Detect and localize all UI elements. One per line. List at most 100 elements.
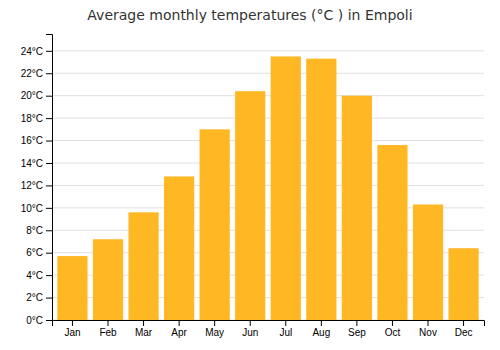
x-tick-label: Aug	[312, 327, 330, 338]
y-axis: 0°C 2°C 4°C 6°C 8°C 10°C 12°C 14°C 16°C 18°C 20°C 2…	[21, 35, 53, 326]
x-tick-label: Dec	[455, 327, 473, 338]
y-tick-label: 10°C	[21, 203, 43, 214]
y-tick: 16°C	[21, 135, 52, 146]
x-tick: Mar	[135, 320, 153, 338]
x-tick-label: May	[205, 327, 224, 338]
y-tick-mark	[46, 51, 52, 52]
y-tick-mark	[46, 118, 52, 119]
y-tick: 18°C	[21, 113, 52, 124]
bar	[164, 176, 194, 320]
x-tick-label: Feb	[99, 327, 117, 338]
y-tick-label: 6°C	[26, 247, 43, 258]
bar	[413, 204, 443, 320]
x-tick-mark	[463, 320, 464, 326]
x-tick-mark	[72, 320, 73, 326]
x-tick: Nov	[419, 320, 437, 338]
y-tick-label: 20°C	[21, 90, 43, 101]
x-tick: Aug	[312, 320, 330, 338]
x-axis-line	[53, 321, 485, 327]
y-tick-label: 18°C	[21, 113, 43, 124]
y-tick-label: 24°C	[21, 46, 43, 57]
x-tick: Oct	[385, 320, 401, 338]
grid-line	[52, 140, 484, 141]
x-tick: Feb	[99, 320, 117, 338]
x-tick-label: Apr	[171, 327, 187, 338]
y-tick: 20°C	[21, 90, 52, 101]
y-tick: 0°C	[26, 315, 52, 326]
y-tick-mark	[46, 298, 52, 299]
x-tick-mark	[285, 320, 286, 326]
y-tick: 8°C	[26, 225, 52, 236]
y-tick-label: 0°C	[26, 315, 43, 326]
x-tick-mark	[108, 320, 109, 326]
x-tick-label: Nov	[419, 327, 437, 338]
grid-line	[52, 118, 484, 119]
x-tick: Dec	[455, 320, 473, 338]
bar	[128, 212, 158, 320]
plot: 0°C 2°C 4°C 6°C 8°C 10°C 12°C 14°C 16°C 18°C 20°C 2…	[21, 35, 485, 339]
bar	[200, 129, 230, 320]
chart: Average monthly temperatures (°C ) in Em…	[0, 0, 500, 350]
x-tick-mark	[214, 320, 215, 326]
y-tick-label: 12°C	[21, 180, 43, 191]
bar	[448, 248, 478, 320]
y-tick-mark	[46, 73, 52, 74]
x-tick-mark	[143, 320, 144, 326]
y-tick: 12°C	[21, 180, 52, 191]
bar	[342, 96, 372, 320]
grid	[52, 51, 484, 320]
y-tick-label: 16°C	[21, 135, 43, 146]
grid-line	[52, 73, 484, 74]
grid-line	[52, 185, 484, 186]
grid-line	[52, 162, 484, 163]
bar	[306, 59, 336, 320]
x-tick: Jul	[279, 320, 292, 338]
bar	[377, 145, 407, 320]
x-tick: May	[205, 320, 224, 338]
y-tick: 2°C	[26, 292, 52, 303]
y-tick-label: 8°C	[26, 225, 43, 236]
y-axis-line	[46, 35, 53, 321]
x-tick: Apr	[171, 320, 187, 338]
x-tick: Jan	[64, 320, 80, 338]
y-tick-label: 22°C	[21, 68, 43, 79]
x-tick-label: Oct	[385, 327, 401, 338]
x-tick-label: Jan	[64, 327, 80, 338]
grid-line	[52, 95, 484, 96]
y-tick: 22°C	[21, 68, 52, 79]
y-tick: 10°C	[21, 203, 52, 214]
bar	[235, 91, 265, 320]
x-tick-label: Mar	[135, 327, 153, 338]
y-tick: 14°C	[21, 158, 52, 169]
bars	[57, 56, 478, 320]
y-tick-label: 2°C	[26, 292, 43, 303]
x-axis: Jan Feb Mar Apr May Jun Jul Aug Sep Oct Nov Dec	[53, 320, 485, 338]
y-tick-label: 14°C	[21, 158, 43, 169]
y-tick-mark	[46, 96, 52, 97]
x-tick-label: Jun	[242, 327, 258, 338]
x-tick-mark	[250, 320, 251, 326]
y-tick-label: 4°C	[26, 270, 43, 281]
y-tick: 4°C	[26, 270, 52, 281]
y-tick: 6°C	[26, 247, 52, 258]
x-tick-mark	[428, 320, 429, 326]
x-tick: Jun	[242, 320, 258, 338]
y-tick-mark	[46, 163, 52, 164]
y-tick-mark	[46, 141, 52, 142]
y-tick-mark	[46, 230, 52, 231]
x-tick-mark	[179, 320, 180, 326]
y-tick-mark	[46, 208, 52, 209]
y-tick-mark	[46, 253, 52, 254]
x-tick-label: Jul	[279, 327, 292, 338]
x-tick-label: Sep	[348, 327, 366, 338]
y-tick-mark	[46, 185, 52, 186]
title: Average monthly temperatures (°C ) in Em…	[87, 7, 412, 23]
x-tick: Sep	[348, 320, 366, 338]
grid-line	[52, 50, 484, 51]
bar	[57, 256, 87, 320]
x-tick-mark	[356, 320, 357, 326]
y-tick-mark	[46, 275, 52, 276]
bar	[271, 56, 301, 320]
y-tick: 24°C	[21, 46, 52, 57]
x-tick-mark	[321, 320, 322, 326]
